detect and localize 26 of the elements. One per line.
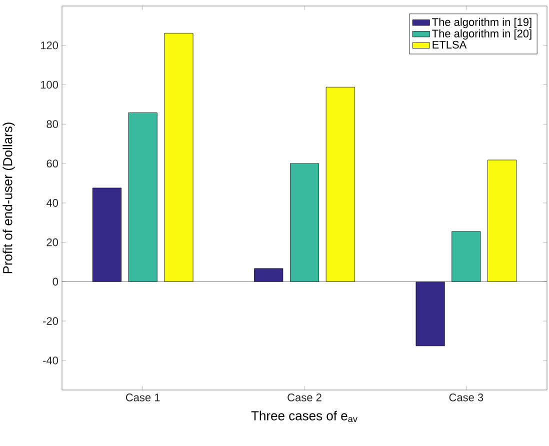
x-tick-label: Case 3	[449, 394, 484, 402]
y-tick-label: -40	[43, 356, 58, 364]
y-tick-label: -20	[43, 317, 58, 325]
bar	[326, 86, 355, 282]
legend-label: ETLSA	[432, 40, 467, 49]
legend-label: The algorithm in [20]	[432, 29, 532, 40]
bar	[290, 163, 320, 282]
x-tick-label: Case 2	[288, 394, 322, 402]
bar	[164, 32, 194, 282]
bar	[92, 188, 122, 282]
y-tick-label: 20	[46, 238, 58, 246]
bar	[452, 231, 481, 282]
bar	[128, 112, 158, 282]
x-axis-title: Three cases of e$_{av}$	[251, 410, 358, 422]
legend-label: The algorithm in [19]	[432, 18, 532, 28]
y-tick-label: 100	[40, 80, 58, 89]
y-tick-label: 120	[40, 41, 58, 50]
y-axis-title: Profit of end-user (Dollars)	[2, 122, 15, 274]
y-tick-label: 40	[46, 199, 58, 207]
x-tick-label: Case 1	[126, 394, 160, 402]
y-tick-label: 60	[46, 160, 58, 168]
y-tick-label: 80	[46, 120, 58, 128]
bar	[254, 268, 284, 282]
y-tick-label: 0	[52, 278, 58, 286]
bar	[416, 281, 445, 346]
bar	[488, 160, 517, 282]
